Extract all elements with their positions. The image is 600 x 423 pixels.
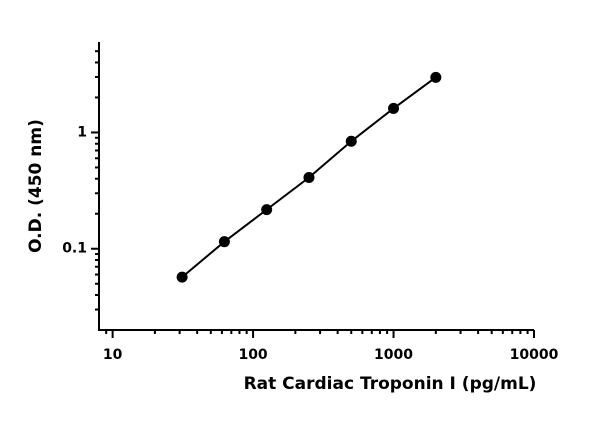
x-tick-label: 100: [238, 347, 267, 363]
y-tick-label: 1: [77, 124, 87, 140]
y-tick-label: 0.1: [62, 241, 87, 257]
x-tick-label: 10: [103, 347, 123, 363]
y-axis-label: O.D. (450 nm): [26, 119, 46, 253]
data-point: [176, 271, 188, 283]
data-point: [388, 102, 400, 114]
data-point: [218, 236, 230, 248]
x-tick-label: 10000: [510, 347, 559, 363]
data-point: [303, 171, 315, 183]
data-point: [261, 204, 273, 216]
data-point: [345, 135, 357, 147]
x-tick-label: 1000: [374, 347, 413, 363]
x-axis-label: Rat Cardiac Troponin I (pg/mL): [244, 374, 537, 394]
data-point: [430, 71, 442, 83]
